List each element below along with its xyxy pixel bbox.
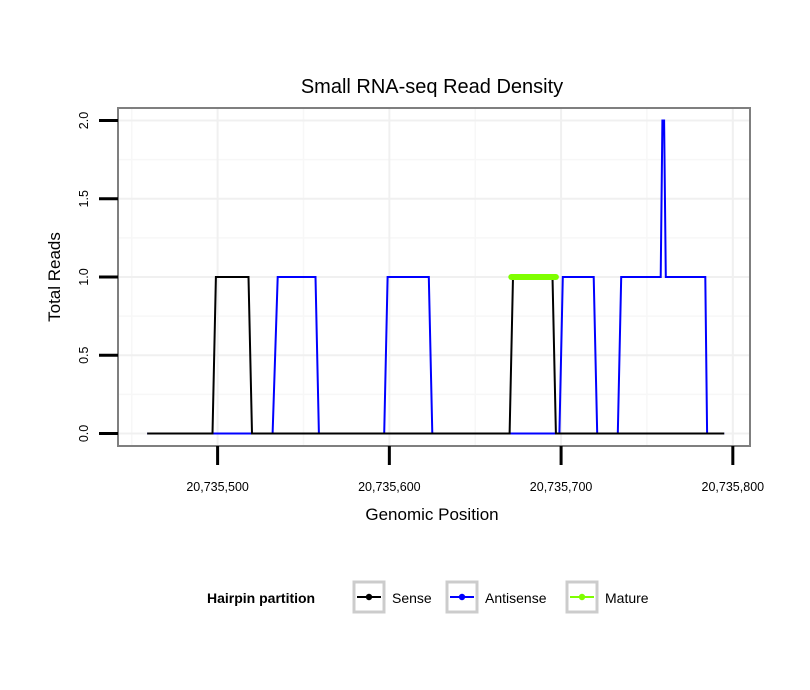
y-axis-title: Total Reads <box>45 232 64 322</box>
legend-label-antisense: Antisense <box>485 590 547 606</box>
x-tick-label: 20,735,800 <box>702 480 765 494</box>
legend-label-sense: Sense <box>392 590 432 606</box>
minor-gridlines <box>118 108 750 446</box>
legend-key-point <box>458 593 466 601</box>
legend-title: Hairpin partition <box>207 590 315 606</box>
series-layer <box>147 119 725 435</box>
legend-label-mature: Mature <box>605 590 649 606</box>
x-tick-label: 20,735,700 <box>530 480 593 494</box>
y-tick-label: 0.0 <box>77 425 91 442</box>
x-tick-label: 20,735,500 <box>186 480 249 494</box>
y-tick-label: 1.0 <box>77 268 91 285</box>
series-line-antisense <box>147 119 725 435</box>
y-axis: 0.0 0.5 1.0 1.5 2.0 <box>77 112 118 442</box>
chart-title: Small RNA-seq Read Density <box>301 76 563 98</box>
legend-key-point <box>365 593 373 601</box>
y-tick-label: 1.5 <box>77 190 91 207</box>
y-tick-label: 0.5 <box>77 347 91 364</box>
x-axis-title: Genomic Position <box>365 505 498 524</box>
legend: Hairpin partition Sense Antisense Mature <box>207 580 649 614</box>
legend-key-point <box>578 593 586 601</box>
x-axis: 20,735,500 20,735,600 20,735,700 20,735,800 <box>186 446 764 494</box>
series-line-sense <box>147 276 725 435</box>
y-tick-label: 2.0 <box>77 112 91 129</box>
x-tick-label: 20,735,600 <box>358 480 421 494</box>
